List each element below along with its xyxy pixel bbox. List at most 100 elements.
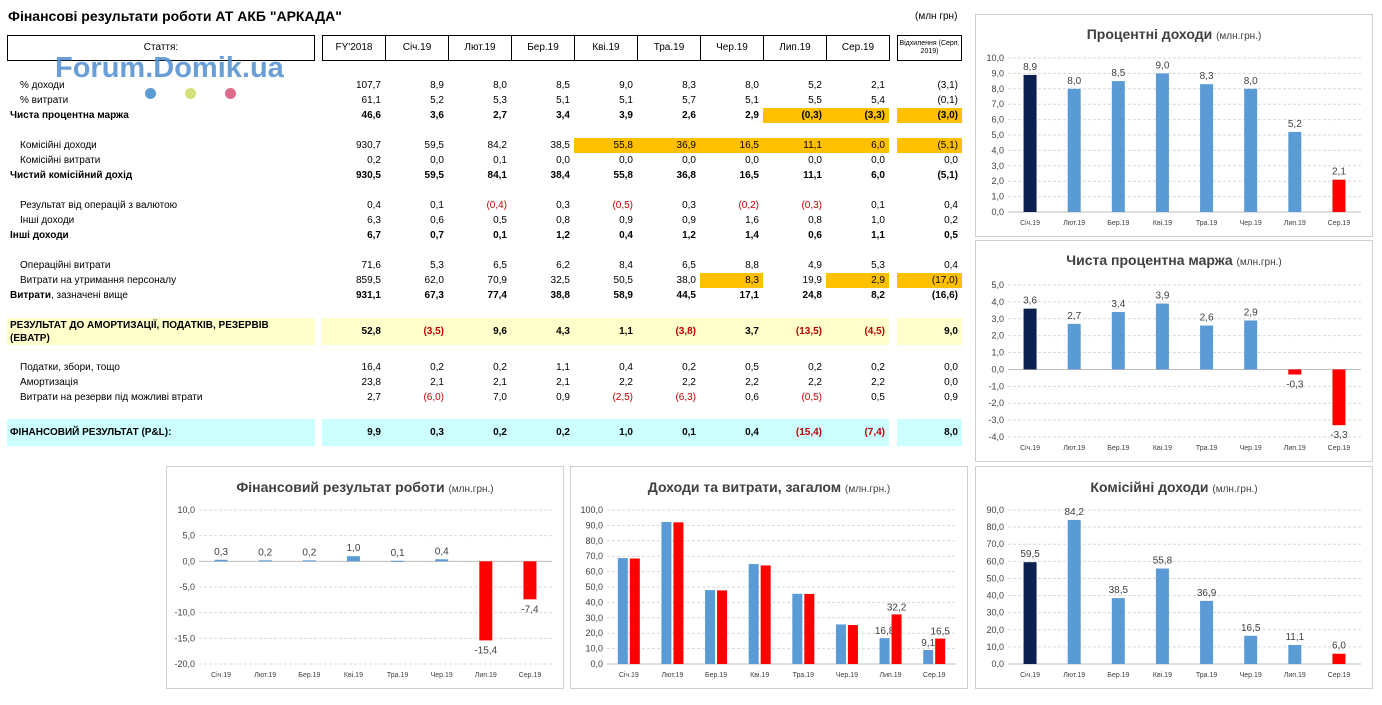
x-tick-label: Лют.19 — [1063, 672, 1085, 679]
table-cell: (3,3) — [826, 108, 889, 123]
bar — [1067, 88, 1081, 212]
row-label: Амортизація — [20, 377, 79, 388]
data-label: 1,0 — [346, 543, 360, 554]
table-cell: 38,0 — [676, 275, 696, 286]
y-tick-label: 40,0 — [585, 597, 603, 607]
y-tick-label: 50,0 — [986, 573, 1004, 583]
table-cell: 0,2 — [367, 155, 381, 166]
table-cell: 55,8 — [613, 170, 633, 181]
table-cell: 0,3 — [556, 200, 570, 211]
x-tick-label: Січ.19 — [211, 671, 231, 679]
table-cell: 0,7 — [430, 230, 444, 241]
table-cell: 0,0 — [745, 155, 759, 166]
table-cell: 3,6 — [430, 110, 444, 121]
watermark-dot — [225, 88, 236, 99]
bar — [1023, 562, 1037, 664]
table-cell: 2,1 — [493, 377, 507, 388]
deviation-cell: (5,1) — [937, 170, 958, 181]
table-cell: (0,3) — [801, 200, 822, 211]
summary-value: 0,2 — [493, 427, 507, 438]
row-label: % витрати — [20, 95, 69, 106]
data-label: 11,1 — [1285, 632, 1304, 643]
bar-income — [661, 522, 672, 664]
y-tick-label: 3,0 — [991, 161, 1004, 171]
chart-commission-income: 0,0 10,0 20,0 30,0 40,0 50,0 60,0 70,0 80,0 90,0 С… — [986, 505, 1361, 679]
row-label: Інші доходи — [10, 230, 69, 241]
bar — [1288, 369, 1302, 375]
row-label: Витрати на утримання персоналу — [20, 275, 177, 286]
table-cell: (2,5) — [612, 392, 633, 403]
table-cell: 0,2 — [682, 362, 696, 373]
table-cell: 38,4 — [550, 170, 570, 181]
data-label: 55,8 — [1153, 556, 1173, 567]
x-tick-label: Лип.19 — [1284, 445, 1306, 452]
bar-expenses — [629, 558, 640, 664]
table-cell: 70,9 — [487, 275, 507, 286]
table-cell: 0,8 — [556, 215, 570, 226]
y-tick-label: 8,0 — [991, 84, 1004, 94]
x-tick-label: Чер.19 — [431, 672, 453, 679]
data-label: 8,9 — [1023, 62, 1037, 73]
table-cell: 5,1 — [556, 95, 570, 106]
x-tick-label: Сер.19 — [923, 672, 946, 679]
table-cell: 6,5 — [682, 260, 696, 271]
table-cell: 0,2 — [808, 362, 822, 373]
x-tick-label: Тра.19 — [1196, 220, 1218, 227]
summary-deviation: 9,0 — [944, 326, 958, 337]
table-cell: 1,1 — [871, 230, 885, 241]
table-cell: 0,3 — [682, 200, 696, 211]
summary-deviation: 8,0 — [944, 427, 958, 438]
deviation-cell: 0,4 — [944, 260, 958, 271]
bar — [1200, 84, 1214, 212]
data-label: -3,3 — [1330, 430, 1348, 441]
column-header: Сер.19 — [826, 35, 890, 61]
summary-band — [7, 318, 315, 345]
column-header: Лют.19 — [448, 35, 512, 61]
data-label: 9,0 — [1155, 60, 1169, 71]
bar — [1244, 635, 1258, 664]
y-tick-label: 0,0 — [991, 207, 1004, 217]
table-cell: 2,6 — [682, 110, 696, 121]
table-cell: 16,5 — [700, 138, 763, 153]
data-label: -0,3 — [1286, 380, 1304, 391]
deviation-cell: 0,5 — [944, 230, 958, 241]
deviation-cell: 0,9 — [944, 392, 958, 403]
y-tick-label: 60,0 — [986, 556, 1004, 566]
table-cell: 0,9 — [556, 392, 570, 403]
bar-expenses — [673, 522, 684, 664]
table-cell: 11,1 — [763, 138, 826, 153]
table-cell: 2,7 — [493, 110, 507, 121]
row-label: Інші доходи — [20, 215, 75, 226]
table-cell: 5,5 — [808, 95, 822, 106]
table-cell: 0,2 — [430, 362, 444, 373]
table-cell: 2,2 — [871, 377, 885, 388]
table-cell: (0,5) — [801, 392, 822, 403]
y-tick-label: 9,0 — [991, 68, 1004, 78]
table-cell: 0,0 — [430, 155, 444, 166]
y-tick-label: 5,0 — [991, 280, 1004, 290]
watermark-dot — [145, 88, 156, 99]
bar — [1155, 568, 1169, 664]
x-tick-label: Січ.19 — [1020, 219, 1040, 227]
bar-expenses — [847, 625, 858, 664]
y-tick-label: 0,0 — [991, 364, 1004, 374]
table-cell: 5,1 — [745, 95, 759, 106]
deviation-cell: 0,0 — [944, 155, 958, 166]
table-cell: 0,0 — [682, 155, 696, 166]
column-header: Чер.19 — [700, 35, 764, 61]
bar — [302, 560, 316, 562]
deviation-cell: (17,0) — [897, 273, 962, 288]
table-cell: 6,5 — [493, 260, 507, 271]
bar — [1332, 653, 1346, 664]
y-tick-label: -2,0 — [988, 398, 1004, 408]
table-cell: 1,1 — [556, 362, 570, 373]
table-cell: 62,0 — [424, 275, 444, 286]
bar-income — [923, 649, 934, 664]
table-cell: 5,1 — [619, 95, 633, 106]
x-tick-label: Лип.19 — [880, 672, 902, 679]
table-cell: 0,0 — [871, 155, 885, 166]
y-tick-label: 50,0 — [585, 582, 603, 592]
summary-value: 0,1 — [682, 427, 696, 438]
deviation-cell: (5,1) — [897, 138, 962, 153]
table-cell: 5,4 — [871, 95, 885, 106]
